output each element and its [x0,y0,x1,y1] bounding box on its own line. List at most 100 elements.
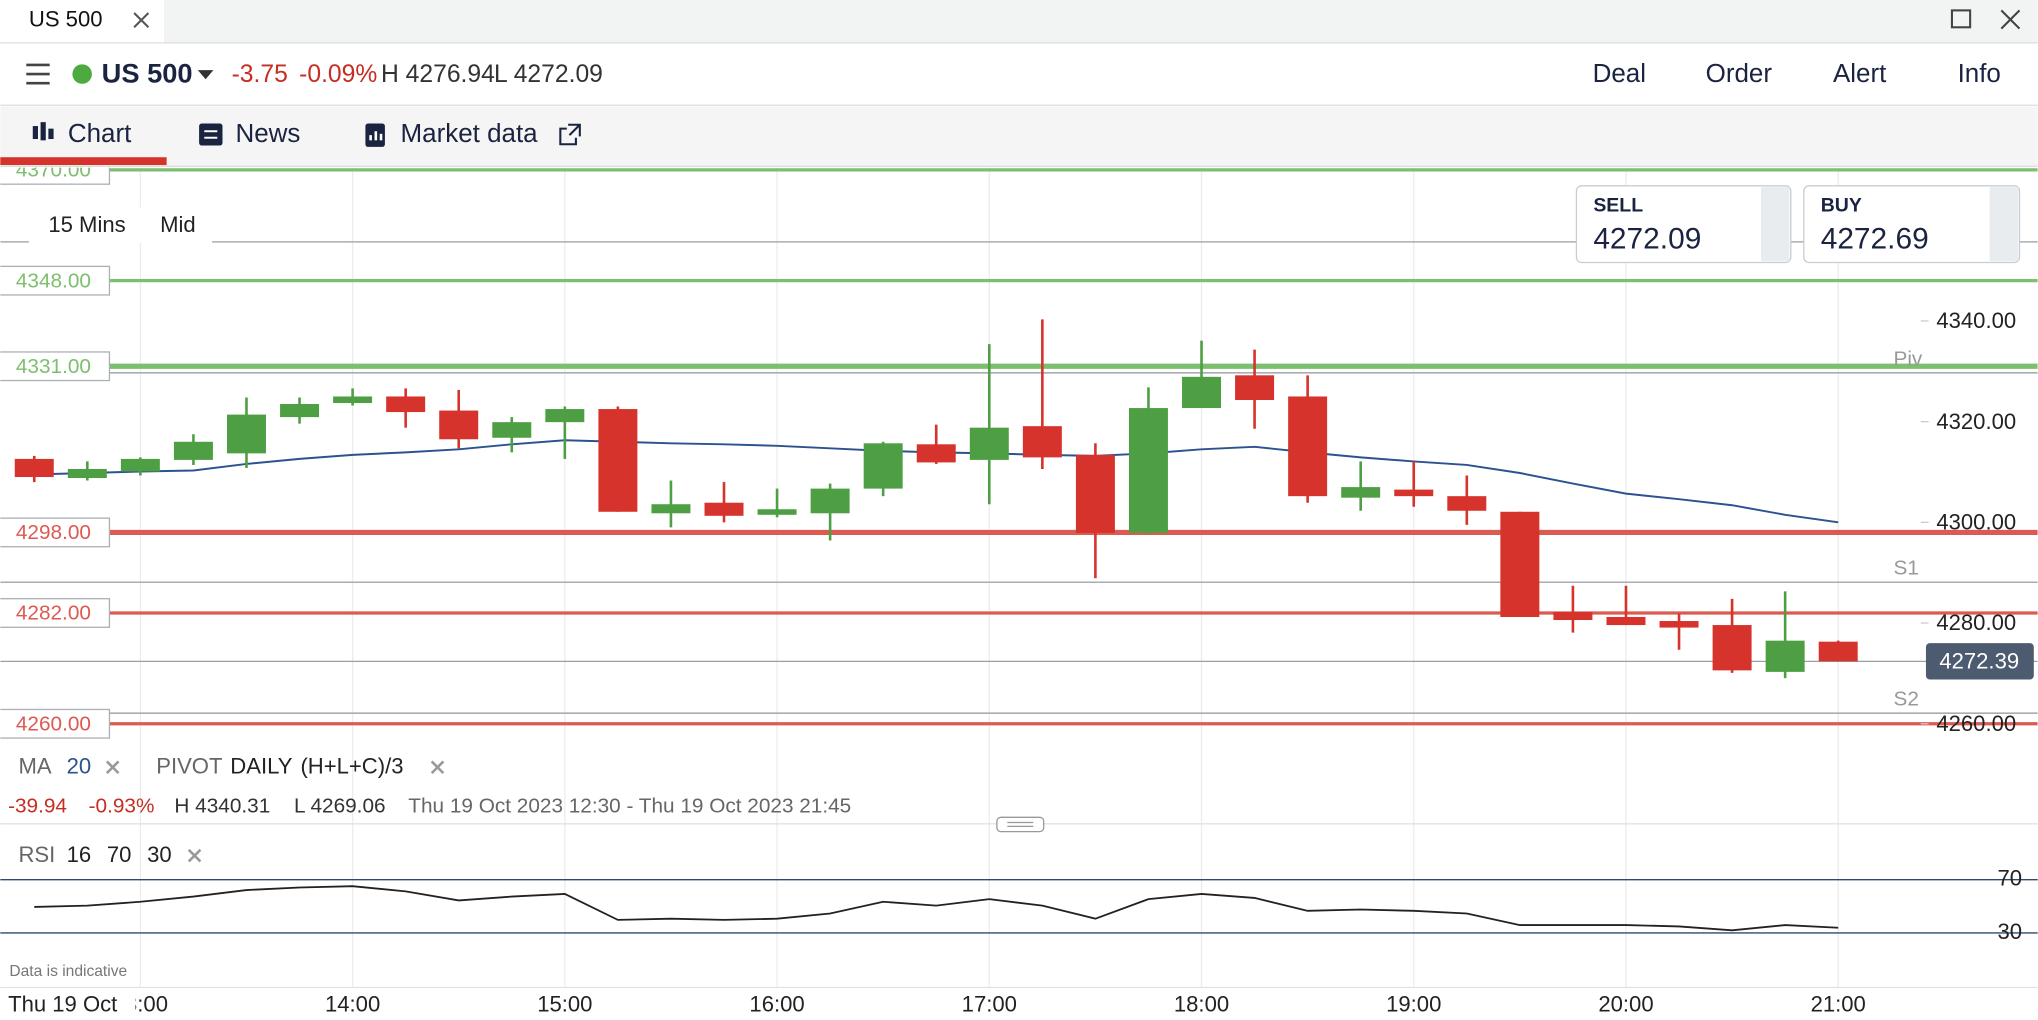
candle-body [173,441,213,460]
news-icon [199,123,223,146]
close-window-icon[interactable] [2000,9,2021,30]
candle-body [757,509,797,515]
candle-body [863,443,903,489]
current-price-box [1925,643,2034,680]
y-tick-label: 4340.00 [1936,308,2016,333]
candle-body [1712,625,1752,671]
period-low: L 4269.06 [294,794,386,817]
current-price-label: 4272.39 [1939,648,2019,673]
candle-body [598,409,638,512]
period-range: Thu 19 Oct 2023 12:30 - Thu 19 Oct 2023 … [408,794,851,817]
alert-button[interactable]: Alert [1833,58,1887,88]
sell-box[interactable] [1575,185,1792,264]
pane-resize-handle[interactable] [996,816,1045,833]
low: L 4272.09 [494,61,603,88]
x-tick-label: 19:00 [1386,992,1441,1017]
candle-body [651,504,691,514]
candle-body [704,502,744,516]
x-tick-label: 17:00 [962,992,1017,1017]
price-pane: 4370.00 4348.00 4331.00 4298.00 4282.00 4260.… [0,159,2038,739]
x-tick-label: 21:00 [1811,992,1866,1017]
candle-body [226,414,266,454]
chart-tab[interactable]: Chart [68,118,132,148]
candle-body [492,422,532,438]
candle-body [333,396,373,404]
info-button[interactable]: Info [1958,58,2001,88]
price-level-label: 4282.00 [16,602,91,625]
sell-price: 4272.09 [1593,222,1701,255]
remove-pivot-icon[interactable] [430,760,445,775]
remove-rsi-icon[interactable] [187,848,202,863]
instrument-name[interactable]: US 500 [102,58,193,89]
candle-body [1765,640,1805,672]
candle-body [545,409,585,423]
rsi-line [34,885,1839,932]
period-change: -39.94 [8,794,67,817]
rsi-pane: 30 70 [0,865,2038,944]
rsi-lower: 30 [147,842,172,867]
market-data-tab[interactable]: Market data [401,118,539,148]
timeframe-box [28,207,213,243]
price-level-box [0,351,111,382]
candle-body [916,444,956,463]
change-pct: -0.09% [299,61,377,88]
y-tick-label: 4300.00 [1936,509,2016,534]
candle-body [1075,454,1115,533]
window-tab[interactable] [0,0,165,43]
external-link-icon[interactable] [559,123,581,146]
y-tick-label: 4280.00 [1936,610,2016,635]
price-mode[interactable]: Mid [160,212,196,237]
time-axis: 13:00 14:00 15:00 16:00 17:00 18:00 19:00 20:00… [113,992,1866,1017]
price-level-box [0,598,111,628]
pivot-label: Piv [1893,347,1922,370]
ma-legend: MA [18,754,51,779]
pivot-formula: (H+L+C)/3 [300,754,403,779]
x-tick-label: 15:00 [537,992,592,1017]
candle-body [1553,611,1593,621]
disclaimer: Data is indicative [9,963,127,980]
period-high: H 4340.31 [174,794,270,817]
candle-body [1659,621,1699,628]
timeframe[interactable]: 15 Mins [48,212,125,237]
menu-icon[interactable] [26,63,50,85]
price-level-label: 4348.00 [16,269,91,292]
order-button[interactable]: Order [1706,58,1773,88]
news-tab[interactable]: News [235,118,300,148]
price-level-box [0,265,111,296]
candle-body [1182,376,1222,409]
date-label: Thu 19 Oct [8,992,117,1017]
high: H 4276.94 [381,61,495,88]
candle-body [1818,641,1858,662]
candle-body [1606,617,1646,626]
candle-body [1022,426,1062,458]
price-level-label: 4370.00 [16,159,91,182]
close-tab-icon[interactable] [133,12,150,29]
rsi-tick-label: 70 [1998,865,2023,890]
active-tab-indicator [0,157,167,166]
candle-body [1500,511,1540,618]
candle-body [969,427,1009,460]
candle-body [386,396,426,413]
rsi-tick-label: 30 [1998,919,2023,944]
grid [139,167,1839,988]
pivot-period: DAILY [230,754,292,779]
maximize-icon[interactable] [1950,9,1972,29]
candle-body [1447,496,1487,511]
buy-box[interactable] [1803,185,2021,264]
date-label-box [0,990,136,1020]
x-tick-label: 20:00 [1598,992,1653,1017]
price-level-box [0,167,111,185]
remove-ma-icon[interactable] [105,760,120,775]
rsi-period: 16 [67,842,92,867]
x-tick-label: 18:00 [1174,992,1229,1017]
candle-body [1341,487,1381,498]
dropdown-icon[interactable] [197,70,214,80]
tab-bar [0,0,2038,43]
chart-icon [32,122,54,141]
y-tick-label: 4320.00 [1936,409,2016,434]
candle-body [14,458,54,478]
deal-button[interactable]: Deal [1593,58,1646,88]
